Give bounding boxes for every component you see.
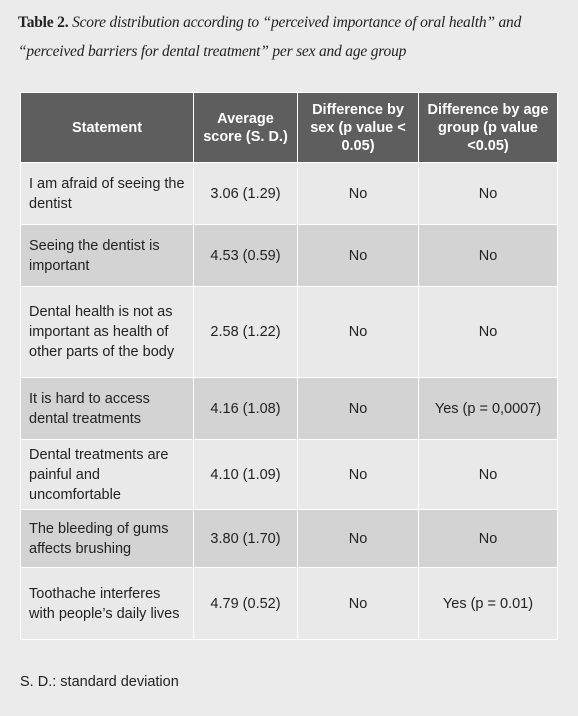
table-cell: 3.06 (1.29) xyxy=(193,162,298,225)
table-cell: I am afraid of seeing the dentist xyxy=(20,162,194,225)
table-cell: No xyxy=(297,567,419,640)
table-cell: No xyxy=(418,509,558,568)
header-cell: Difference by age group (p value <0.05) xyxy=(418,92,558,163)
header-cell: Difference by sex (p value < 0.05) xyxy=(297,92,419,163)
table-cell: 2.58 (1.22) xyxy=(193,286,298,378)
table-cell: Seeing the dentist is important xyxy=(20,224,194,287)
table-row: Dental treatments are painful and uncomf… xyxy=(20,439,558,510)
table-cell: 4.79 (0.52) xyxy=(193,567,298,640)
table-cell: It is hard to access dental treatments xyxy=(20,377,194,440)
title-text: Score distribution according to “perceiv… xyxy=(18,14,522,60)
header-cell: Average score (S. D.) xyxy=(193,92,298,163)
table-row: The bleeding of gums affects brushing 3.8… xyxy=(20,509,558,568)
table-cell: Yes (p = 0.01) xyxy=(418,567,558,640)
title-label: Table 2. xyxy=(18,14,69,31)
header-row: Statement Average score (S. D.) Difference… xyxy=(20,92,558,163)
footnote: S. D.: standard deviation xyxy=(20,674,179,690)
table-cell: No xyxy=(297,439,419,510)
table-cell: No xyxy=(418,286,558,378)
table-cell: No xyxy=(297,162,419,225)
table-cell: No xyxy=(418,162,558,225)
header-cell: Statement xyxy=(20,92,194,163)
table-cell: No xyxy=(297,377,419,440)
table-row: Seeing the dentist is important 4.53 (0.5… xyxy=(20,224,558,287)
table-cell: 4.10 (1.09) xyxy=(193,439,298,510)
table-row: I am afraid of seeing the dentist 3.06 (1… xyxy=(20,162,558,225)
table-cell: No xyxy=(297,224,419,287)
table-cell: 4.16 (1.08) xyxy=(193,377,298,440)
table-row: Toothache interferes with people’s daily… xyxy=(20,567,558,640)
table-cell: No xyxy=(297,509,419,568)
table-cell: No xyxy=(297,286,419,378)
table-cell: Yes (p = 0,0007) xyxy=(418,377,558,440)
table-cell: No xyxy=(418,224,558,287)
table-cell: 4.53 (0.59) xyxy=(193,224,298,287)
table-cell: Dental health is not as important as hea… xyxy=(20,286,194,378)
table-cell: 3.80 (1.70) xyxy=(193,509,298,568)
table-cell: Dental treatments are painful and uncomf… xyxy=(20,439,194,510)
table-cell: Toothache interferes with people’s daily… xyxy=(20,567,194,640)
table-row: Dental health is not as important as hea… xyxy=(20,286,558,378)
table-row: It is hard to access dental treatments 4.… xyxy=(20,377,558,440)
table-title: Table 2. Score distribution according to… xyxy=(18,8,563,66)
table-cell: The bleeding of gums affects brushing xyxy=(20,509,194,568)
table-body: I am afraid of seeing the dentist 3.06 (1… xyxy=(20,162,558,640)
table: Statement Average score (S. D.) Difference… xyxy=(20,92,558,640)
table-cell: No xyxy=(418,439,558,510)
